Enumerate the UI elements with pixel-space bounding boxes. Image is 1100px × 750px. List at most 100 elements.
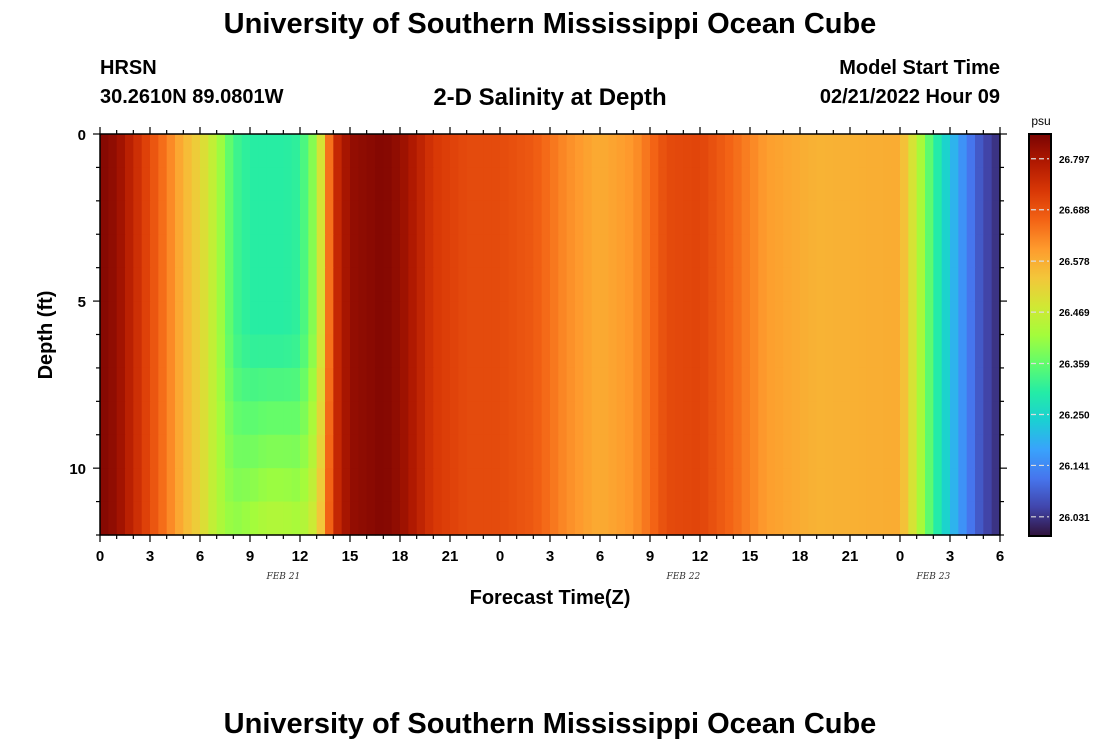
heatmap-cell	[350, 301, 359, 336]
heatmap-cell	[341, 234, 351, 269]
heatmap-cell	[266, 367, 276, 402]
heatmap-cell	[750, 301, 759, 336]
heatmap-cell	[575, 167, 584, 202]
heatmap-cell	[675, 468, 684, 503]
heatmap-cell	[491, 401, 501, 436]
heatmap-cell	[958, 401, 968, 436]
heatmap-cell	[925, 134, 934, 169]
heatmap-cell	[416, 234, 426, 269]
heatmap-cell	[475, 200, 484, 235]
heatmap-cell	[416, 267, 426, 302]
heatmap-cell	[866, 267, 876, 302]
heatmap-cell	[400, 200, 409, 235]
heatmap-cell	[433, 334, 443, 369]
heatmap-cell	[558, 134, 568, 169]
heatmap-cell	[641, 167, 651, 202]
heatmap-cell	[308, 334, 318, 369]
heatmap-cell	[183, 468, 193, 503]
heatmap-cell	[400, 301, 409, 336]
heatmap-cell	[750, 167, 759, 202]
heatmap-cell	[983, 200, 993, 235]
heatmap-cell	[241, 468, 251, 503]
heatmap-cell	[258, 501, 268, 536]
heatmap-cell	[808, 434, 818, 469]
heatmap-cell	[591, 267, 601, 302]
heatmap-cell	[966, 301, 976, 336]
colorbar-tick-label: 26.359	[1059, 360, 1090, 371]
heatmap-cell	[941, 434, 951, 469]
heatmap-cell	[283, 501, 293, 536]
heatmap-cell	[441, 434, 451, 469]
heatmap-cell	[541, 301, 551, 336]
heatmap-cell	[908, 401, 918, 436]
heatmap-cell	[283, 401, 293, 436]
heatmap-cell	[433, 267, 443, 302]
heatmap-cell	[466, 367, 476, 402]
heatmap-cell	[491, 134, 501, 169]
heatmap-cell	[725, 501, 734, 536]
heatmap-cell	[825, 367, 834, 402]
heatmap-cell	[891, 367, 901, 402]
heatmap-cell	[475, 134, 484, 169]
heatmap-cell	[725, 434, 734, 469]
heatmap-cell	[125, 134, 134, 169]
heatmap-cell	[508, 468, 518, 503]
heatmap-cell	[816, 468, 826, 503]
heatmap-cell	[500, 301, 509, 336]
heatmap-cell	[900, 200, 909, 235]
heatmap-cell	[725, 401, 734, 436]
heatmap-cell	[566, 134, 576, 169]
heatmap-cell	[300, 167, 309, 202]
heatmap-cell	[825, 468, 834, 503]
heatmap-cell	[783, 434, 793, 469]
heatmap-cell	[783, 267, 793, 302]
heatmap-cell	[916, 267, 926, 302]
heatmap-cell	[708, 501, 718, 536]
heatmap-cell	[858, 267, 868, 302]
heatmap-cell	[866, 167, 876, 202]
heatmap-cell	[316, 267, 326, 302]
heatmap-cell	[550, 501, 559, 536]
heatmap-cell	[400, 401, 409, 436]
heatmap-cell	[491, 367, 501, 402]
heatmap-cell	[283, 468, 293, 503]
heatmap-cell	[400, 134, 409, 169]
heatmap-cell	[908, 301, 918, 336]
heatmap-cell	[416, 367, 426, 402]
heatmap-cell	[950, 301, 959, 336]
heatmap-cell	[125, 367, 134, 402]
heatmap-cell	[150, 434, 159, 469]
heatmap-cell	[791, 234, 801, 269]
heatmap-cell	[641, 301, 651, 336]
heatmap-cell	[241, 434, 251, 469]
heatmap-cell	[208, 334, 218, 369]
heatmap-cell	[133, 334, 143, 369]
heatmap-cell	[908, 367, 918, 402]
heatmap-cell	[616, 434, 626, 469]
heatmap-cell	[875, 267, 884, 302]
heatmap-cell	[541, 501, 551, 536]
heatmap-cell	[458, 134, 468, 169]
heatmap-cell	[975, 468, 984, 503]
heatmap-cell	[275, 301, 284, 336]
heatmap-cell	[183, 334, 193, 369]
heatmap-cell	[516, 301, 526, 336]
heatmap-cell	[100, 267, 109, 302]
heatmap-cell	[775, 267, 784, 302]
heatmap-cell	[166, 134, 176, 169]
heatmap-cell	[550, 167, 559, 202]
heatmap-cell	[850, 301, 859, 336]
heatmap-cell	[766, 301, 776, 336]
heatmap-cell	[400, 434, 409, 469]
heatmap-cell	[900, 501, 909, 536]
heatmap-cell	[358, 468, 368, 503]
heatmap-cell	[758, 234, 768, 269]
heatmap-cell	[575, 267, 584, 302]
heatmap-cell	[900, 301, 909, 336]
heatmap-cell	[608, 367, 618, 402]
y-tick-label: 10	[69, 461, 86, 478]
heatmap-cell	[600, 468, 609, 503]
x-tick-label: 18	[392, 548, 409, 565]
heatmap-cell	[291, 501, 301, 536]
heatmap-cell	[391, 334, 401, 369]
